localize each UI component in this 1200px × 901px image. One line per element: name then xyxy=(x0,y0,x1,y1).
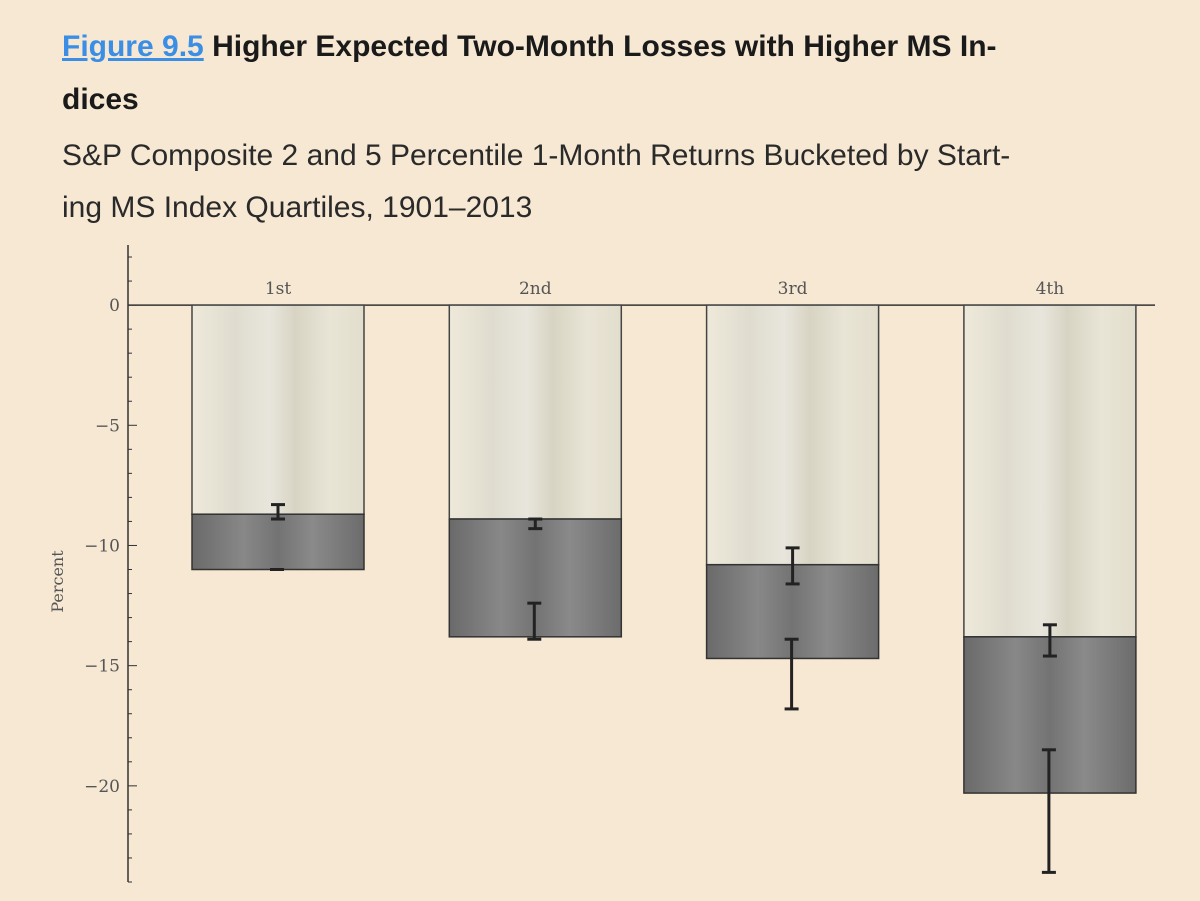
subtitle-line-1: S&P Composite 2 and 5 Percentile 1-Month… xyxy=(62,139,1011,172)
bar-2-percentile xyxy=(191,513,365,571)
y-axis-label: Percent xyxy=(48,550,67,613)
figure-title: Figure 9.5 Higher Expected Two-Month Los… xyxy=(62,20,1172,126)
subtitle-line-2: ing MS Index Quartiles, 1901–2013 xyxy=(62,191,533,224)
bar-5-percentile xyxy=(448,304,623,520)
category-label: 3rd xyxy=(778,279,808,299)
category-label: 4th xyxy=(1036,279,1065,299)
y-tick-label: −10 xyxy=(84,536,120,556)
y-tick-label: 0 xyxy=(109,296,120,316)
category-label: 2nd xyxy=(519,279,552,299)
y-tick-label: −5 xyxy=(95,416,120,436)
bar-5-percentile xyxy=(705,304,880,566)
category-label: 1st xyxy=(265,279,292,299)
figure-header: Figure 9.5 Higher Expected Two-Month Los… xyxy=(62,20,1172,234)
bar-5-percentile xyxy=(963,304,1137,638)
title-line-1: Higher Expected Two-Month Losses with Hi… xyxy=(212,30,997,63)
figure-link[interactable]: Figure 9.5 xyxy=(62,30,204,63)
figure-subtitle: S&P Composite 2 and 5 Percentile 1-Month… xyxy=(62,130,1172,234)
bar-5-percentile xyxy=(191,304,365,515)
y-tick-label: −15 xyxy=(84,657,120,677)
y-tick-label: −20 xyxy=(84,777,120,797)
title-line-2: dices xyxy=(62,83,139,116)
